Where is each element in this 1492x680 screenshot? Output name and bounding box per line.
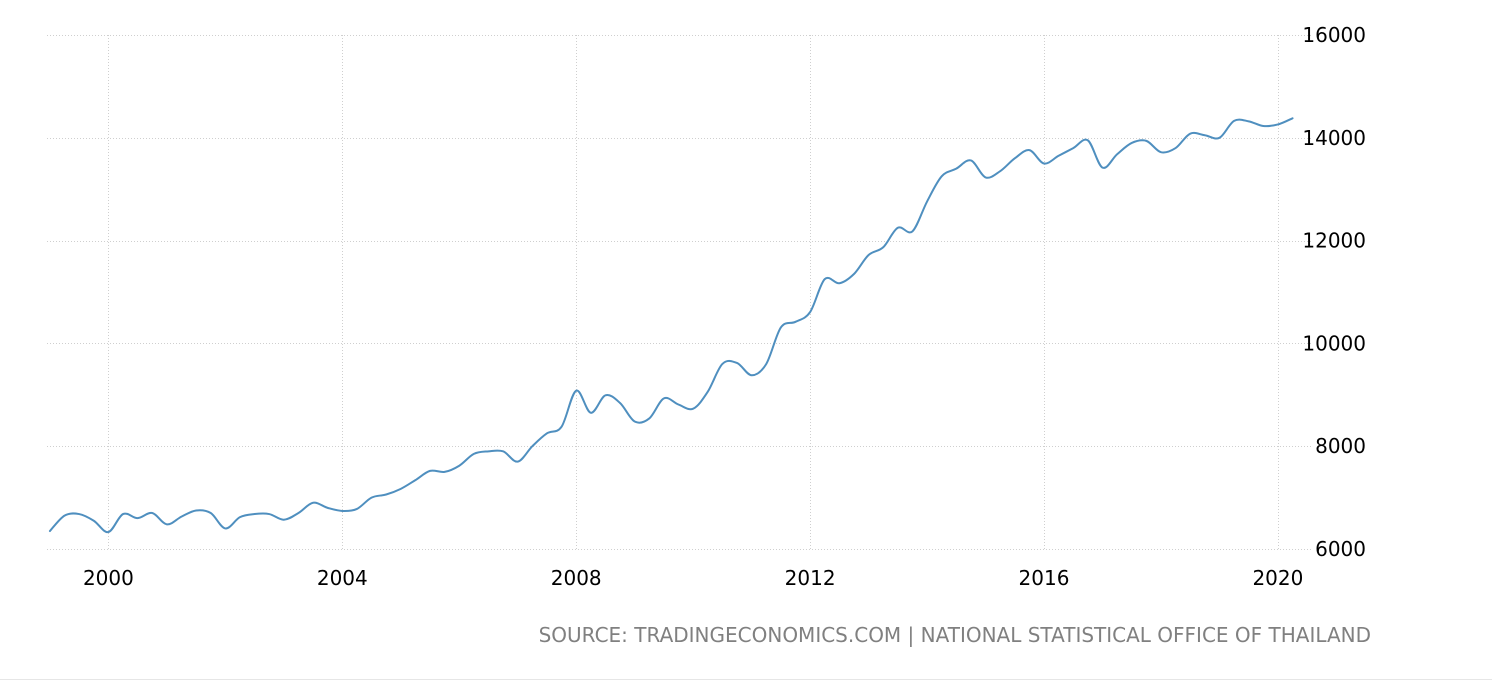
y-tick-label-12000: 12000 bbox=[1302, 229, 1366, 253]
source-credit: SOURCE: TRADINGECONOMICS.COM | NATIONAL … bbox=[538, 623, 1371, 647]
x-tick-label-2012: 2012 bbox=[785, 566, 836, 590]
x-tick-label-2020: 2020 bbox=[1252, 566, 1303, 590]
x-tick-label-2000: 2000 bbox=[83, 566, 134, 590]
y-tick-label-16000: 16000 bbox=[1302, 23, 1366, 47]
x-tick-label-2004: 2004 bbox=[317, 566, 368, 590]
horizontal-gridlines bbox=[47, 35, 1313, 550]
vertical-gridlines bbox=[108, 35, 1279, 549]
y-tick-label-8000: 8000 bbox=[1315, 434, 1366, 458]
x-axis-tick-labels: 2000 2004 2008 2012 2016 2020 bbox=[83, 566, 1303, 590]
series-layer bbox=[48, 117, 1294, 534]
x-tick-label-2008: 2008 bbox=[551, 566, 602, 590]
series-line-0 bbox=[48, 117, 1294, 534]
y-axis-tick-labels: 6000 8000 10000 12000 14000 16000 bbox=[1302, 23, 1366, 561]
y-tick-label-10000: 10000 bbox=[1302, 331, 1366, 355]
y-tick-label-14000: 14000 bbox=[1302, 126, 1366, 150]
x-tick-label-2016: 2016 bbox=[1019, 566, 1070, 590]
y-tick-label-6000: 6000 bbox=[1315, 537, 1366, 561]
